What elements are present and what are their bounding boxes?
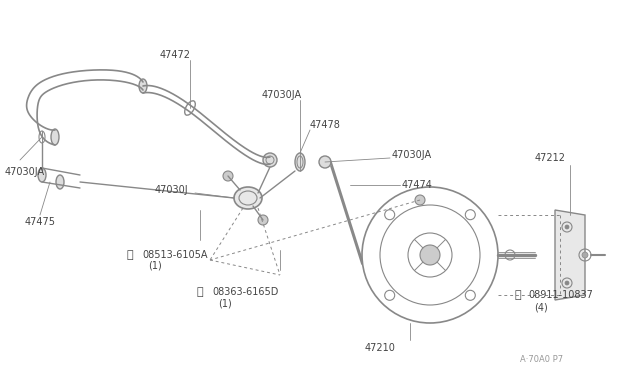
Ellipse shape bbox=[56, 175, 64, 189]
Text: 08363-6165D: 08363-6165D bbox=[212, 287, 278, 297]
Text: 47030JA: 47030JA bbox=[5, 167, 45, 177]
Circle shape bbox=[565, 281, 569, 285]
Text: (1): (1) bbox=[218, 298, 232, 308]
Text: 47030JA: 47030JA bbox=[392, 150, 432, 160]
Polygon shape bbox=[555, 210, 585, 300]
Text: 47030JA: 47030JA bbox=[262, 90, 302, 100]
Text: 47212: 47212 bbox=[534, 153, 566, 163]
Ellipse shape bbox=[295, 153, 305, 171]
Text: Ⓢ: Ⓢ bbox=[127, 250, 133, 260]
Text: Ⓝ: Ⓝ bbox=[515, 290, 522, 300]
Text: 47474: 47474 bbox=[402, 180, 433, 190]
Ellipse shape bbox=[234, 187, 262, 209]
Text: 47475: 47475 bbox=[25, 217, 56, 227]
Circle shape bbox=[415, 195, 425, 205]
Text: Ⓢ: Ⓢ bbox=[196, 287, 204, 297]
Circle shape bbox=[420, 245, 440, 265]
Text: (4): (4) bbox=[534, 302, 548, 312]
Text: 47478: 47478 bbox=[310, 120, 341, 130]
Text: 47030J: 47030J bbox=[155, 185, 189, 195]
Ellipse shape bbox=[38, 168, 46, 182]
Text: 47472: 47472 bbox=[159, 50, 191, 60]
Text: 47210: 47210 bbox=[365, 343, 396, 353]
Text: 08911-10837: 08911-10837 bbox=[528, 290, 593, 300]
Circle shape bbox=[565, 225, 569, 229]
Ellipse shape bbox=[139, 79, 147, 93]
Text: (1): (1) bbox=[148, 261, 162, 271]
Circle shape bbox=[223, 171, 233, 181]
Text: 08513-6105A: 08513-6105A bbox=[142, 250, 207, 260]
Circle shape bbox=[319, 156, 331, 168]
Circle shape bbox=[263, 153, 277, 167]
Text: A·70A0 P7: A·70A0 P7 bbox=[520, 356, 563, 365]
Circle shape bbox=[258, 215, 268, 225]
Ellipse shape bbox=[51, 129, 59, 145]
Circle shape bbox=[582, 252, 588, 258]
